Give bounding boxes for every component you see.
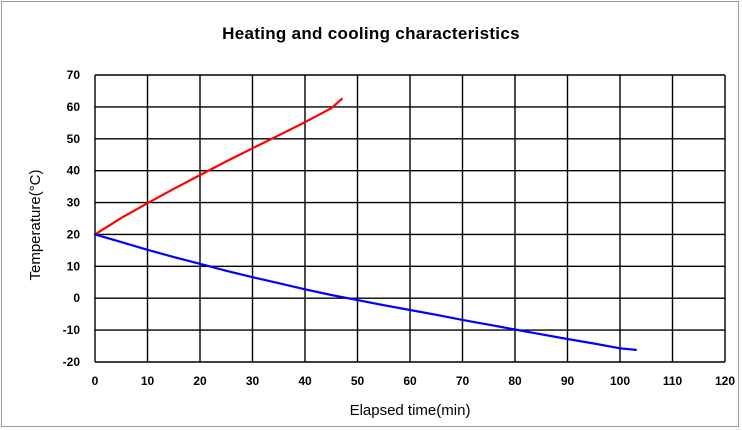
axes: 0 10 20 30 40 50 60 70 80 90 100 110 120 -20 -10 0 10 20 3… — [63, 68, 736, 388]
x-tick-label: 40 — [298, 374, 312, 388]
series-layer — [93, 97, 637, 351]
x-tick-label: 100 — [610, 374, 630, 388]
x-tick-label: 0 — [92, 374, 99, 388]
series-line-1 — [93, 233, 637, 351]
y-tick-label: 20 — [67, 227, 81, 241]
y-tick-label: -20 — [63, 355, 81, 369]
x-tick-label: 90 — [561, 374, 575, 388]
x-tick-label: 110 — [663, 374, 683, 388]
y-tick-label: 0 — [73, 291, 80, 305]
x-tick-label: 80 — [508, 374, 522, 388]
grid — [94, 74, 726, 363]
x-axis-title: Elapsed time(min) — [350, 402, 471, 419]
x-tick-label: 20 — [193, 374, 207, 388]
y-tick-label: 70 — [67, 68, 81, 82]
y-axis-title: Temperature(°C) — [27, 169, 44, 280]
x-tick-label: 10 — [141, 374, 155, 388]
y-tick-label: -10 — [63, 323, 81, 337]
x-tick-label: 70 — [456, 374, 470, 388]
x-tick-label: 120 — [715, 374, 735, 388]
x-tick-label: 50 — [351, 374, 365, 388]
y-tick-label: 50 — [67, 132, 81, 146]
y-tick-label: 30 — [67, 196, 81, 210]
y-tick-label: 60 — [67, 100, 81, 114]
chart-title: Heating and cooling characteristics — [222, 24, 520, 43]
series-line-0 — [93, 97, 343, 236]
y-tick-label: 40 — [67, 164, 81, 178]
y-tick-label: 10 — [67, 259, 81, 273]
x-tick-label: 30 — [246, 374, 260, 388]
x-tick-label: 60 — [403, 374, 417, 388]
